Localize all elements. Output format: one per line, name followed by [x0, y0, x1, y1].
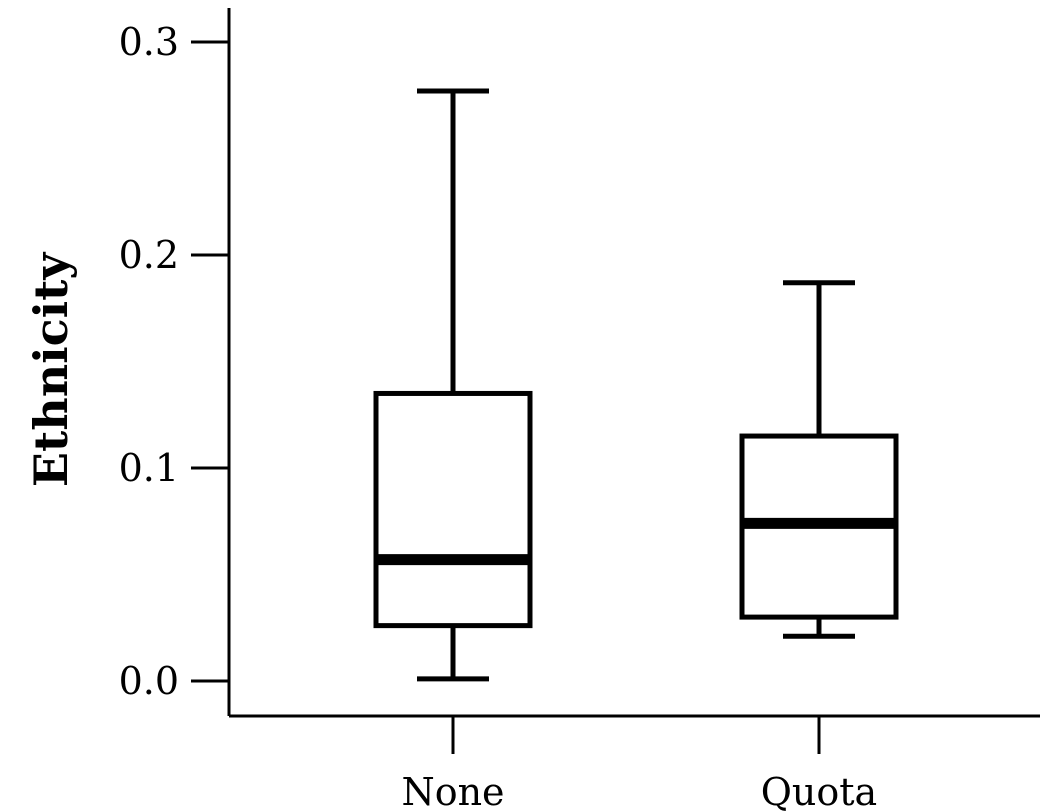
x-tick-label: None: [401, 770, 504, 811]
boxes: [373, 88, 899, 682]
y-tick-label: 0.2: [119, 233, 179, 277]
box-none: [373, 88, 533, 682]
x-tick-label: Quota: [761, 770, 877, 811]
x-ticks: None Quota: [401, 716, 877, 811]
y-tick-label: 0.1: [119, 446, 179, 490]
axes: [227, 8, 1040, 718]
y-ticks: 0.0 0.1 0.2 0.3: [119, 20, 229, 703]
box-quota: [739, 280, 899, 639]
y-tick-label: 0.3: [119, 20, 179, 64]
y-tick-label: 0.0: [119, 659, 179, 703]
iqr-box: [373, 390, 533, 629]
y-axis-title: Ethnicity: [24, 252, 78, 487]
